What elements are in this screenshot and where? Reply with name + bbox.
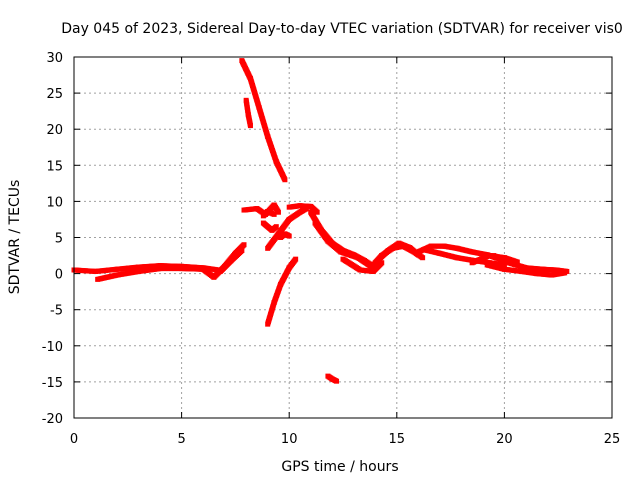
series-arc-short-8 (260, 209, 277, 219)
x-tick-label: 20 (496, 432, 513, 447)
data-point (282, 177, 288, 183)
series-arc-tail-19-to-21 (469, 253, 520, 266)
series-arc-short-21 (243, 97, 253, 129)
y-tick-label: -10 (42, 340, 63, 355)
data-point (314, 209, 320, 215)
data-point (379, 260, 385, 266)
data-point (241, 242, 247, 248)
series-arc-baseline-lower (95, 266, 217, 282)
data-point (420, 255, 426, 261)
data-point (415, 252, 421, 258)
chart-title: Day 045 of 2023, Sidereal Day-to-day VTE… (61, 21, 623, 37)
data-point (273, 224, 279, 230)
y-axis-label: SDTVAR / TECUs (7, 180, 23, 295)
x-tick-label: 0 (70, 432, 78, 447)
y-tick-labels: -20 -15 -10 -5 0 5 10 15 20 25 30 (42, 51, 63, 427)
x-tick-label: 10 (281, 432, 298, 447)
data-point (334, 378, 340, 384)
data-point (514, 259, 520, 265)
series-arc-plateau-9 (286, 203, 320, 215)
y-tick-label: -20 (42, 412, 63, 427)
x-tick-label: 5 (177, 432, 185, 447)
data-point (275, 209, 281, 215)
y-tick-label: 5 (55, 232, 63, 247)
data-point (293, 256, 299, 262)
data-point (286, 233, 292, 239)
series-arc-rise-before-8h-b (217, 247, 245, 274)
y-tick-label: 30 (46, 51, 63, 66)
data-point (562, 270, 568, 276)
y-tick-label: -15 (42, 376, 63, 391)
y-tick-label: 15 (46, 159, 63, 174)
series-arc-tail-20-to-23 (491, 253, 570, 274)
y-tick-label: 0 (55, 268, 63, 283)
series-arc-low-14 (340, 256, 385, 274)
series-arc-isolated-minus15 (325, 373, 340, 384)
y-tick-label: 20 (46, 123, 63, 138)
x-tick-label: 15 (389, 432, 406, 447)
data-point (271, 211, 277, 217)
series-arc-steep-rise-from-minus7 (265, 256, 299, 327)
data-point (239, 247, 245, 253)
plot-frame (73, 56, 613, 419)
y-tick-label: 25 (46, 87, 63, 102)
x-axis-label: GPS time / hours (281, 459, 398, 475)
data-points (71, 58, 570, 384)
grid-lines (74, 57, 612, 418)
series-arc-short-5 (278, 231, 292, 240)
x-tick-labels: 0 5 10 15 20 25 (70, 432, 620, 447)
y-tick-label: 10 (46, 195, 63, 210)
series-arc-dip-9-to-10 (260, 220, 279, 233)
series-arc-descending-from-30 (239, 58, 288, 183)
x-tick-label: 25 (604, 432, 621, 447)
y-tick-label: -5 (50, 304, 63, 319)
data-point (501, 262, 507, 268)
series-arc-tail-20-to-23-b (484, 262, 568, 278)
data-point (247, 123, 253, 129)
